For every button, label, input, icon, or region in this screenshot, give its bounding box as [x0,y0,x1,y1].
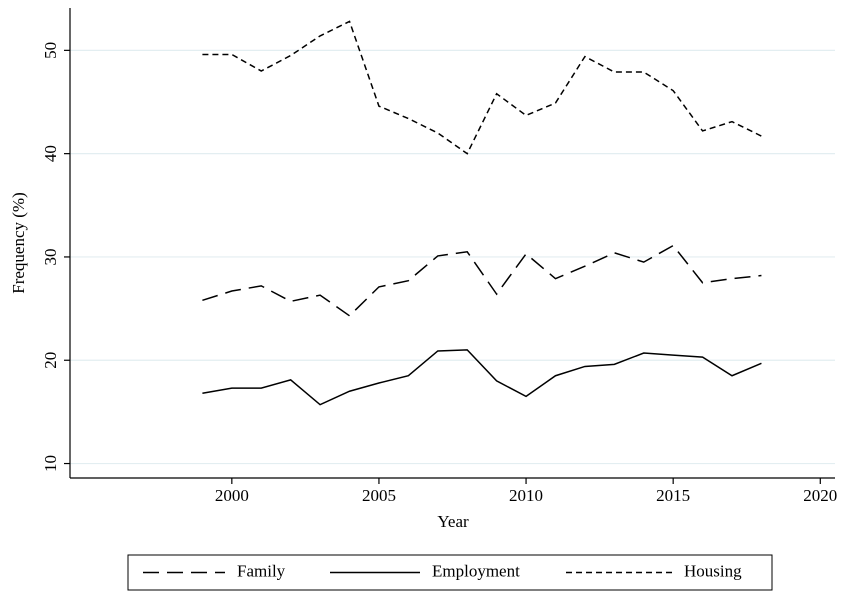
y-tick-label: 10 [41,455,60,472]
x-axis-label: Year [437,512,469,531]
series-line [202,244,762,317]
y-tick-label: 30 [41,248,60,265]
series-line [202,349,762,406]
x-tick-label: 2000 [215,486,249,505]
x-tick-label: 2010 [509,486,543,505]
x-tick-label: 2020 [803,486,837,505]
legend-label: Family [237,561,286,580]
y-tick-label: 40 [41,145,60,162]
series-line [202,20,762,155]
x-tick-label: 2015 [656,486,690,505]
legend-label: Employment [432,561,520,580]
y-axis-label: Frequency (%) [9,192,28,294]
y-tick-label: 20 [41,352,60,369]
legend-box [127,554,773,591]
legend-label: Housing [684,561,742,580]
x-tick-label: 2005 [362,486,396,505]
y-tick-label: 50 [41,42,60,59]
